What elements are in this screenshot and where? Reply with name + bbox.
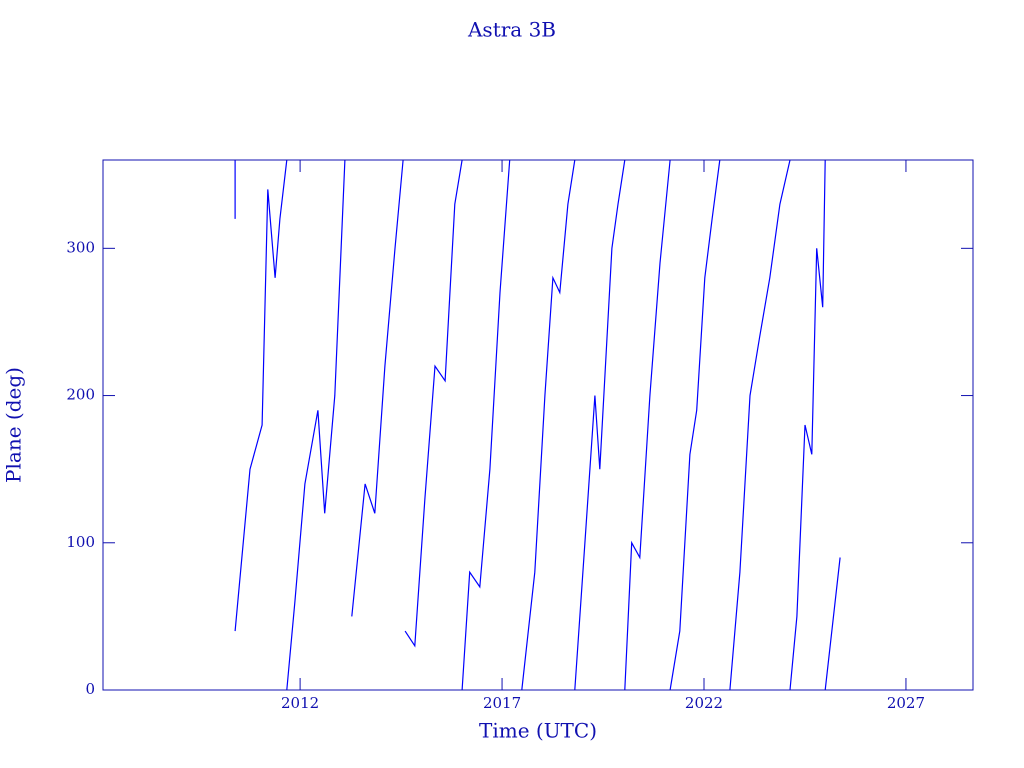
y-tick-label: 100 (66, 533, 95, 551)
data-line (234, 159, 841, 691)
y-tick-label: 300 (66, 238, 95, 256)
x-tick-label: 2027 (887, 694, 925, 712)
y-tick-label: 200 (66, 386, 95, 404)
x-tick-label: 2022 (685, 694, 723, 712)
y-axis-label: Plane (deg) (2, 367, 26, 483)
x-tick-label: 2017 (483, 694, 521, 712)
y-tick-label: 0 (85, 680, 95, 698)
x-tick-label: 2012 (281, 694, 319, 712)
chart-title: Astra 3B (467, 18, 556, 42)
plot-frame (102, 159, 974, 691)
x-axis-label: Time (UTC) (479, 719, 597, 743)
